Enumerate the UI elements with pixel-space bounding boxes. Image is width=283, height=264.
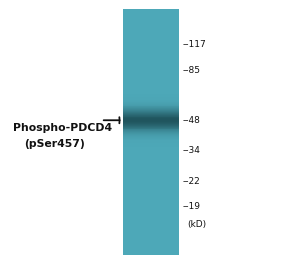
Bar bbox=[123, 117, 179, 119]
Bar bbox=[123, 133, 179, 134]
Bar bbox=[123, 119, 179, 120]
Bar bbox=[123, 75, 179, 76]
Bar bbox=[123, 125, 179, 126]
Bar bbox=[123, 88, 179, 89]
Bar bbox=[123, 124, 179, 125]
Bar bbox=[123, 140, 179, 142]
Text: (kD): (kD) bbox=[188, 220, 207, 229]
Bar bbox=[123, 128, 179, 129]
Bar bbox=[123, 76, 179, 77]
Bar bbox=[123, 87, 179, 88]
Bar bbox=[123, 116, 179, 117]
Bar bbox=[123, 114, 179, 115]
Bar bbox=[123, 111, 179, 112]
Text: --34: --34 bbox=[182, 146, 200, 155]
Bar bbox=[123, 150, 179, 152]
Bar bbox=[123, 86, 179, 87]
Bar bbox=[123, 134, 179, 135]
Bar bbox=[123, 83, 179, 84]
Bar bbox=[123, 122, 179, 123]
Bar bbox=[123, 90, 179, 91]
Bar bbox=[123, 99, 179, 100]
Bar bbox=[123, 107, 179, 108]
Bar bbox=[123, 120, 179, 121]
Bar bbox=[123, 138, 179, 139]
Bar bbox=[123, 97, 179, 98]
Bar bbox=[123, 101, 179, 102]
Bar bbox=[123, 127, 179, 128]
Bar bbox=[123, 77, 179, 78]
Bar bbox=[123, 165, 179, 166]
Bar bbox=[123, 113, 179, 114]
Bar bbox=[123, 142, 179, 143]
Bar bbox=[123, 162, 179, 163]
Bar bbox=[123, 95, 179, 96]
Bar bbox=[123, 155, 179, 156]
Bar bbox=[123, 152, 179, 153]
Bar bbox=[123, 74, 179, 75]
Bar bbox=[123, 102, 179, 103]
Text: (pSer457): (pSer457) bbox=[24, 139, 85, 149]
Bar bbox=[123, 98, 179, 99]
Bar bbox=[123, 139, 179, 140]
Bar bbox=[123, 160, 179, 161]
Bar bbox=[123, 154, 179, 155]
Bar bbox=[123, 105, 179, 106]
Bar bbox=[123, 130, 179, 131]
Text: --22: --22 bbox=[182, 177, 200, 186]
Bar bbox=[123, 89, 179, 90]
Bar bbox=[123, 110, 179, 111]
Bar bbox=[123, 109, 179, 110]
Bar bbox=[123, 108, 179, 109]
Bar bbox=[123, 129, 179, 130]
Bar bbox=[123, 82, 179, 83]
Bar bbox=[123, 79, 179, 80]
Bar bbox=[123, 161, 179, 162]
Bar bbox=[123, 157, 179, 158]
Bar bbox=[123, 146, 179, 147]
Bar bbox=[123, 103, 179, 104]
Bar bbox=[123, 85, 179, 86]
Bar bbox=[123, 126, 179, 127]
Bar bbox=[123, 115, 179, 116]
Bar bbox=[123, 163, 179, 164]
Bar bbox=[123, 78, 179, 79]
Bar bbox=[123, 93, 179, 95]
Bar bbox=[123, 81, 179, 82]
Bar bbox=[123, 132, 179, 133]
Bar bbox=[123, 158, 179, 159]
Bar bbox=[123, 148, 179, 149]
Bar bbox=[123, 96, 179, 97]
Text: --48: --48 bbox=[182, 116, 200, 125]
Bar bbox=[123, 91, 179, 92]
Bar bbox=[123, 137, 179, 138]
Bar bbox=[123, 112, 179, 113]
Bar bbox=[123, 149, 179, 150]
Bar bbox=[123, 131, 179, 132]
Bar bbox=[123, 153, 179, 154]
Bar bbox=[123, 123, 179, 124]
Bar bbox=[123, 159, 179, 160]
Bar bbox=[123, 100, 179, 101]
Bar bbox=[123, 9, 179, 255]
Bar bbox=[123, 80, 179, 81]
Bar bbox=[123, 156, 179, 157]
Bar bbox=[123, 147, 179, 148]
Bar bbox=[123, 145, 179, 146]
Bar bbox=[123, 136, 179, 137]
Bar bbox=[123, 92, 179, 93]
Text: Phospho-PDCD4: Phospho-PDCD4 bbox=[13, 123, 112, 133]
Bar bbox=[123, 84, 179, 85]
Text: --85: --85 bbox=[182, 66, 200, 75]
Text: --117: --117 bbox=[182, 40, 206, 49]
Bar bbox=[123, 135, 179, 136]
Bar bbox=[123, 144, 179, 145]
Bar bbox=[123, 104, 179, 105]
Bar bbox=[123, 143, 179, 144]
Bar bbox=[123, 164, 179, 165]
Text: --19: --19 bbox=[182, 202, 200, 211]
Bar bbox=[123, 106, 179, 107]
Bar bbox=[123, 121, 179, 122]
